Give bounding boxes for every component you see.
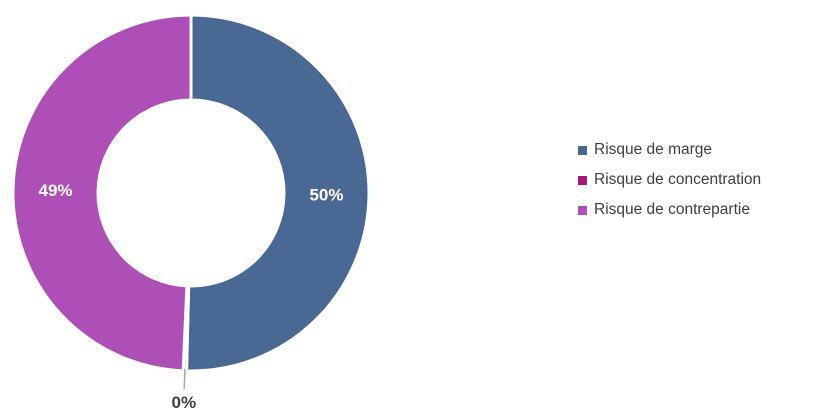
data-label-risque-de-concentration: 0% (171, 393, 196, 409)
leader-lines (183, 368, 186, 389)
legend: Risque de marge Risque de concentration … (578, 135, 761, 225)
slice-risque-de-contrepartie (11, 13, 193, 373)
slice-risque-de-marge (184, 13, 371, 373)
legend-swatch (578, 205, 587, 215)
donut-slices (11, 13, 371, 373)
legend-label: Risque de concentration (594, 171, 762, 188)
legend-swatch (578, 175, 587, 185)
leader-line (183, 368, 186, 389)
data-label-risque-de-marge: 50% (309, 186, 343, 205)
legend-item-risque-de-marge: Risque de marge (578, 135, 761, 165)
data-label-risque-de-contrepartie: 49% (39, 181, 73, 200)
legend-label: Risque de marge (594, 141, 713, 158)
legend-swatch (578, 145, 587, 155)
data-labels: 50% 0% 49% (39, 181, 344, 409)
legend-item-risque-de-concentration: Risque de concentration (578, 165, 761, 195)
legend-label: Risque de contrepartie (594, 201, 750, 218)
legend-item-risque-de-contrepartie: Risque de contrepartie (578, 195, 761, 225)
